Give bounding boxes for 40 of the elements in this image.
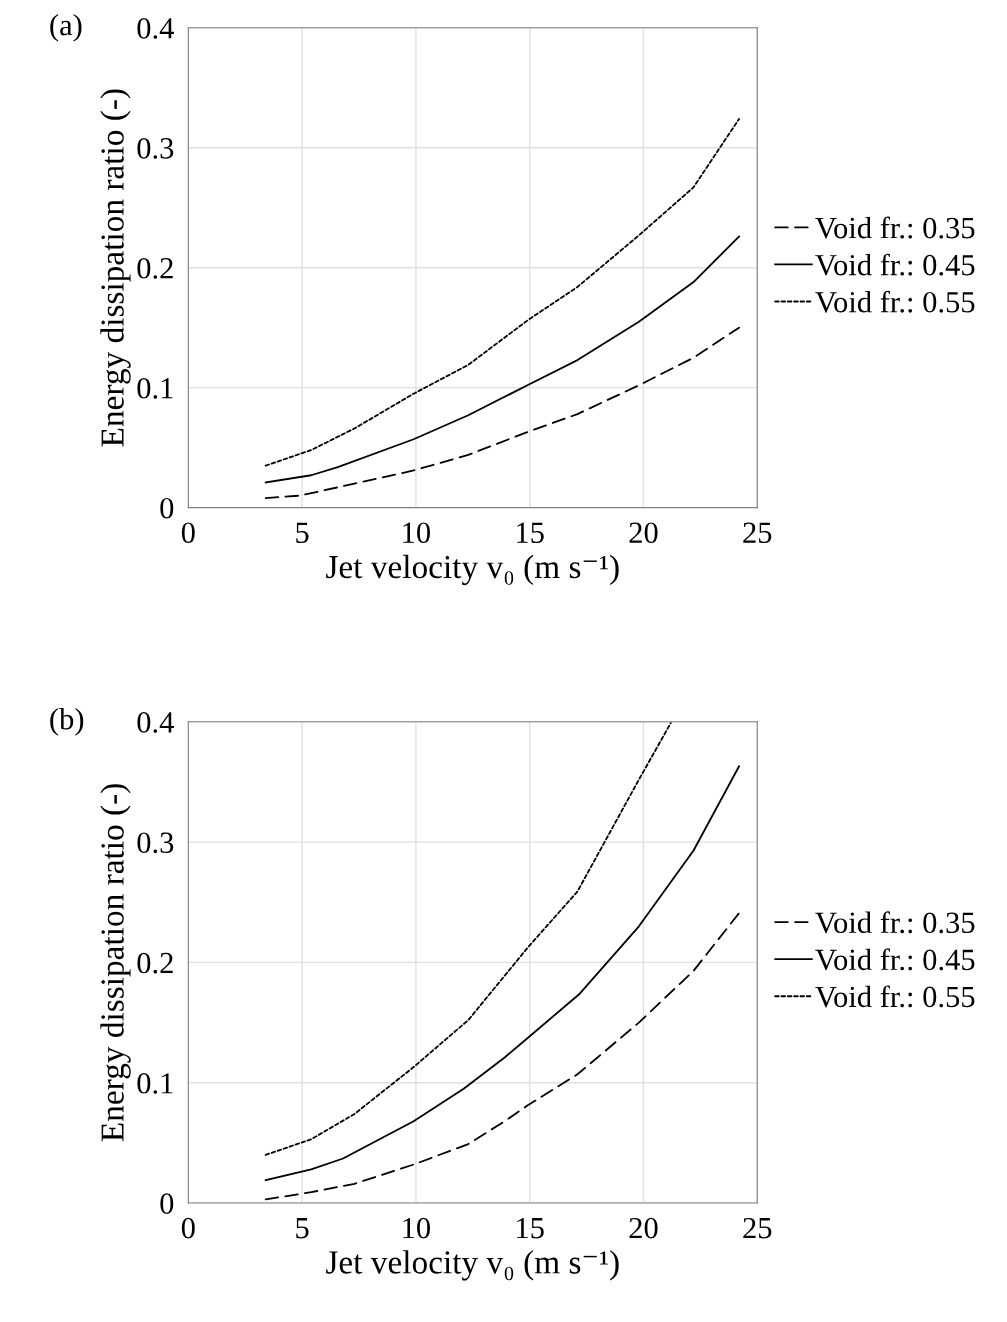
x-tick-label: 15 [517, 522, 544, 544]
x-tick-label: 10 [403, 522, 430, 544]
x-axis-title: Jet velocity v₀ (m s⁻¹) [326, 1250, 619, 1281]
y-tick-label: 0.4 [137, 712, 174, 733]
x-tick-label: 25 [743, 522, 772, 544]
line-series [264, 235, 740, 484]
y-tick-label: 0.2 [137, 257, 173, 279]
legend-label: Void fr.: 0.45 [815, 253, 975, 276]
x-tick-label: 5 [296, 1218, 309, 1239]
y-tick-label: 0.1 [137, 377, 173, 399]
chart-title: (b) [50, 707, 84, 736]
line-series [264, 765, 740, 1182]
line-series [264, 326, 740, 499]
x-axis-title: Jet velocity v₀ (m s⁻¹) [326, 554, 619, 586]
y-tick-label: 0.3 [137, 138, 174, 159]
x-tick-label: 15 [517, 1217, 544, 1239]
y-tick-label: 0 [160, 1193, 174, 1214]
y-tick-label: 0.2 [137, 952, 173, 974]
legend-label: Void fr.: 0.55 [815, 985, 975, 1008]
x-tick-label: 25 [743, 1217, 772, 1239]
y-tick-label: 0.4 [137, 18, 174, 39]
y-tick-label: 0 [160, 497, 174, 519]
y-tick-label: 0.3 [137, 832, 174, 854]
x-tick-label: 5 [296, 522, 309, 544]
x-tick-label: 20 [629, 1217, 658, 1239]
y-axis-title: Energy dissipation ratio (-) [100, 89, 131, 447]
legend-label: Void fr.: 0.35 [815, 216, 975, 239]
legend-label: Void fr.: 0.35 [815, 911, 975, 934]
x-tick-label: 10 [403, 1217, 430, 1239]
x-tick-label: 0 [181, 1217, 195, 1239]
y-tick-label: 0.1 [137, 1073, 173, 1094]
y-axis-title: Energy dissipation ratio (-) [100, 784, 131, 1142]
legend-label: Void fr.: 0.45 [815, 948, 975, 971]
legend-label: Void fr.: 0.55 [815, 290, 975, 313]
x-tick-label: 20 [629, 522, 658, 544]
line-series [264, 722, 672, 1156]
line-series [264, 912, 740, 1201]
line-series [264, 118, 740, 467]
x-tick-label: 0 [181, 522, 195, 544]
chart-title: (a) [50, 13, 82, 42]
